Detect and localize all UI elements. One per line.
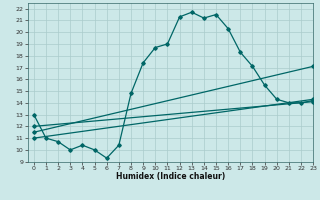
X-axis label: Humidex (Indice chaleur): Humidex (Indice chaleur) bbox=[116, 172, 225, 181]
